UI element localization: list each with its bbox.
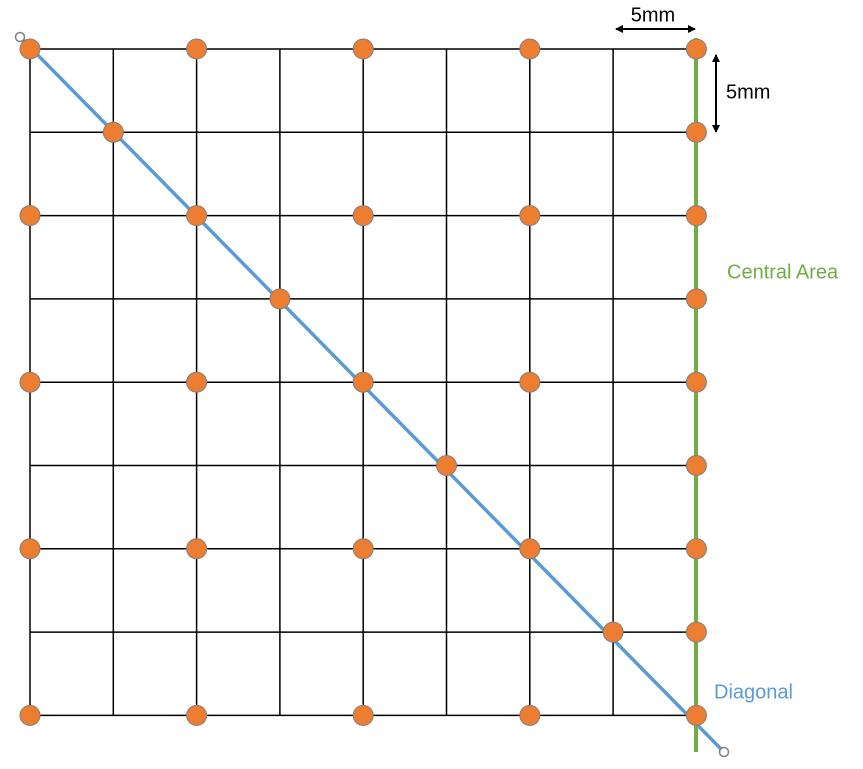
central-area-label: Central Area [727, 261, 839, 283]
grid-dot [602, 621, 624, 643]
grid-dot [519, 704, 541, 726]
grid-dot [352, 205, 374, 227]
grid-dot [186, 38, 208, 60]
grid-dot [519, 371, 541, 393]
diagonal-line [18, 35, 726, 754]
diagonal-end [718, 746, 730, 758]
grid-dot [685, 288, 707, 310]
grid-dot [685, 205, 707, 227]
diagonal-label: Diagonal [714, 681, 793, 703]
horizontal-spacing-label: 5mm [631, 4, 675, 26]
grid-dot [685, 704, 707, 726]
vertical-spacing-label: 5mm [726, 81, 770, 103]
grid-dot [269, 288, 291, 310]
grid-dot [186, 704, 208, 726]
dots [19, 38, 707, 726]
grid-dot [19, 538, 41, 560]
grid-dot [685, 455, 707, 476]
grid-dot [186, 371, 208, 393]
grid-dot [685, 621, 707, 643]
grid-dot [685, 38, 707, 60]
grid-dot [352, 538, 374, 560]
grid-dot [519, 538, 541, 560]
grid-dot [519, 38, 541, 60]
grid-dot [19, 704, 41, 726]
grid-dot [685, 121, 707, 143]
grid-dot [186, 538, 208, 560]
diagonal-end [14, 31, 26, 43]
grid-dot [19, 38, 41, 60]
grid-dot [352, 38, 374, 60]
grid-dot [102, 121, 124, 143]
grid-dot [352, 704, 374, 726]
grid-dot [19, 205, 41, 227]
grid-dot [685, 538, 707, 560]
grid-dot [519, 205, 541, 227]
grid-dot [186, 205, 208, 227]
grid-dot [352, 371, 374, 393]
grid-dot [436, 455, 457, 476]
grid-dot [19, 371, 41, 393]
grid-dot [685, 371, 707, 393]
